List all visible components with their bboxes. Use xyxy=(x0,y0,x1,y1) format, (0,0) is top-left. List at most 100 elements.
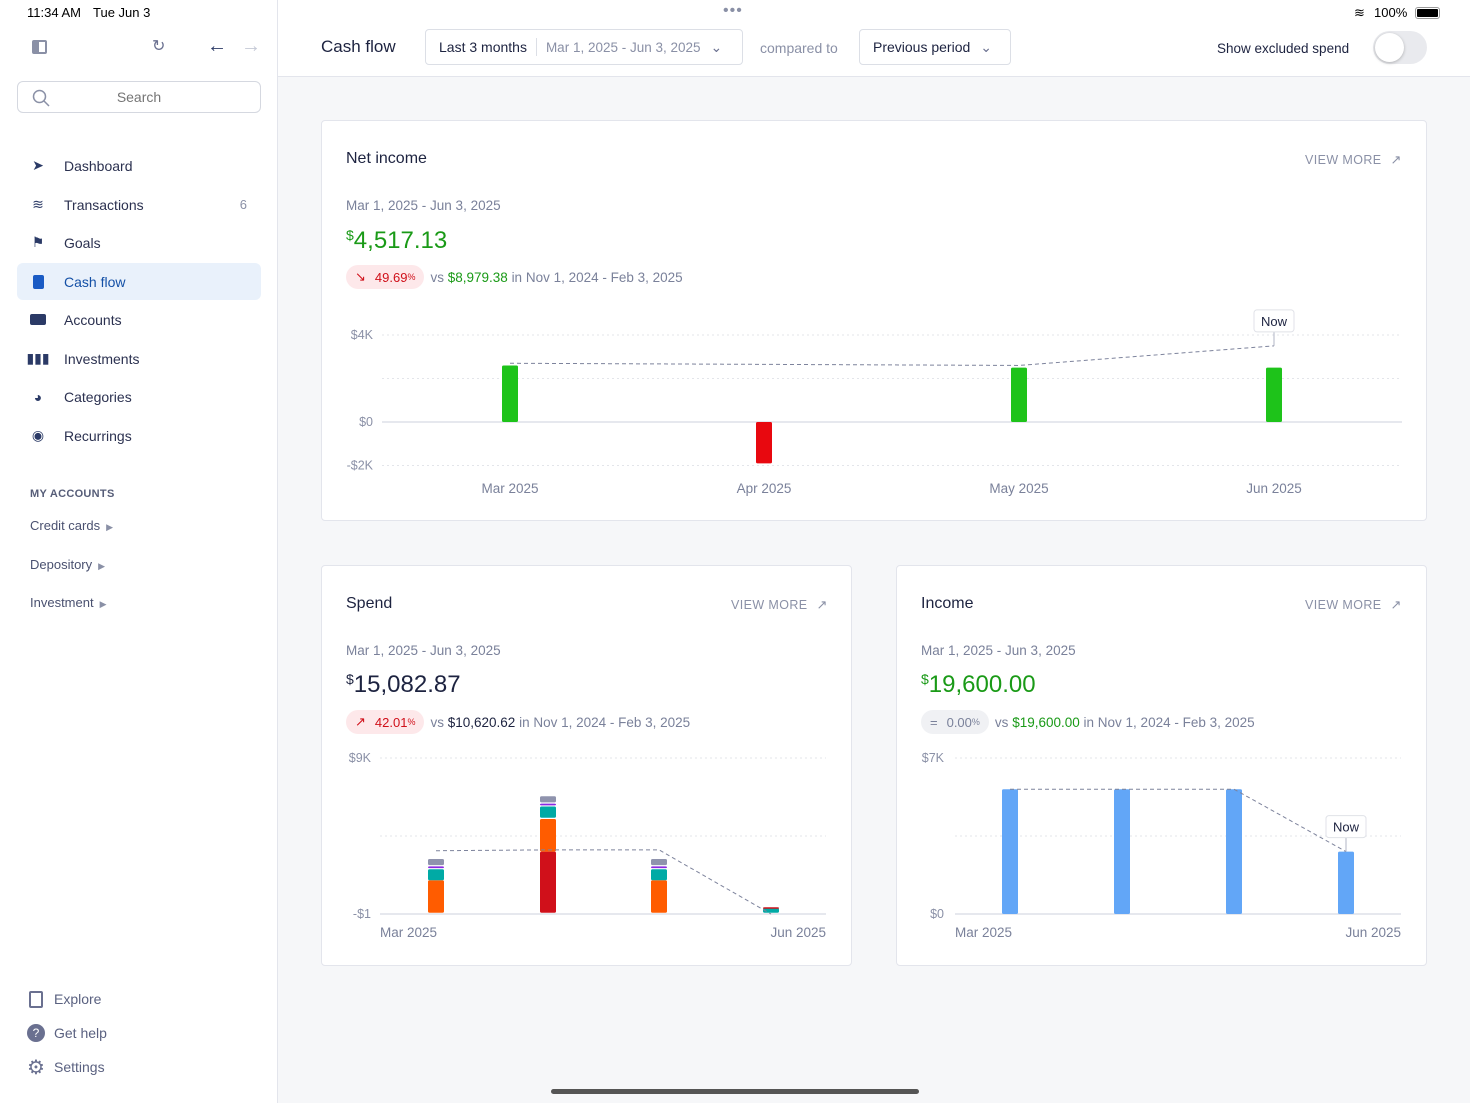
search-box[interactable] xyxy=(17,81,261,113)
vs-label: vs xyxy=(430,269,444,285)
comparison-dropdown[interactable]: Previous period ⌄ xyxy=(859,29,1011,65)
change-value: 42.01 xyxy=(374,714,408,730)
currency-symbol: $ xyxy=(921,671,929,687)
external-arrow-icon: ↗ xyxy=(1390,152,1402,167)
sidebar-item-goals[interactable]: ⚑ Goals xyxy=(17,224,261,261)
sidebar-item-recurrings[interactable]: ◉ Recurrings xyxy=(17,417,261,454)
back-arrow-icon[interactable]: ← xyxy=(207,35,227,57)
page-title: Cash flow xyxy=(321,37,396,56)
flag-icon: ⚑ xyxy=(31,234,45,250)
change-badge: ↘ 49.69% xyxy=(346,265,425,289)
credit-card-icon xyxy=(30,312,46,328)
income-comparison: = 0.00% vs $19,600.00 in Nov 1, 2024 - Fe… xyxy=(921,710,1255,734)
chevron-down-icon: ⌄ xyxy=(980,38,993,55)
forward-arrow-icon[interactable]: → xyxy=(241,35,261,57)
bar xyxy=(1266,367,1282,422)
bar xyxy=(1011,367,1027,422)
sidebar-item-label: Goals xyxy=(64,234,101,251)
net-income-range: Mar 1, 2025 - Jun 3, 2025 xyxy=(346,198,501,213)
y-tick-label: $0 xyxy=(359,415,373,429)
header: ••• ≋ 100% Cash flow Last 3 months Mar 1… xyxy=(278,0,1470,77)
previous-amount: $19,600.00 xyxy=(1012,714,1080,730)
x-tick-label: Jun 2025 xyxy=(1246,481,1302,496)
income-chart: $7K $0 Mar 2025 Jun 2025 Now xyxy=(922,751,1401,940)
trend-up-icon: ↗ xyxy=(355,714,366,729)
footer-explore[interactable]: Explore xyxy=(27,990,101,1008)
account-group-depository[interactable]: Depository ▶ xyxy=(30,557,105,572)
now-marker-box xyxy=(1253,309,1295,333)
expand-triangle-icon: ▶ xyxy=(106,522,113,532)
bar xyxy=(502,365,518,422)
spend-amount: $15,082.87 xyxy=(346,671,461,699)
amount-value: 19,600.00 xyxy=(928,671,1036,698)
footer-label: Explore xyxy=(54,991,102,1007)
view-more-label: VIEW MORE xyxy=(1305,153,1382,167)
bar xyxy=(1226,789,1242,914)
sidebar-item-label: Recurrings xyxy=(64,427,132,444)
change-badge: = 0.00% xyxy=(921,710,989,734)
status-date: Tue Jun 3 xyxy=(93,5,151,20)
bar-segment xyxy=(763,908,779,913)
bar-segment xyxy=(428,869,444,881)
footer-get-help[interactable]: ? Get help xyxy=(27,1024,107,1042)
currency-symbol: $ xyxy=(346,227,354,243)
transactions-count-badge: 6 xyxy=(239,197,247,212)
vs-label: vs xyxy=(430,714,444,730)
layers-icon: ≋ xyxy=(32,196,44,212)
expand-triangle-icon: ▶ xyxy=(98,561,106,571)
account-group-investment[interactable]: Investment ▶ xyxy=(30,595,107,610)
previous-range: in Nov 1, 2024 - Feb 3, 2025 xyxy=(511,269,683,285)
previous-amount: $10,620.62 xyxy=(447,714,516,730)
net-income-view-more-link[interactable]: VIEW MORE ↗ xyxy=(1305,152,1402,168)
spend-view-more-link[interactable]: VIEW MORE ↗ xyxy=(731,597,828,613)
footer-settings[interactable]: ⚙ Settings xyxy=(27,1057,105,1079)
x-tick-label: Mar 2025 xyxy=(955,925,1012,940)
bar xyxy=(1114,789,1130,914)
multitask-dots-icon[interactable]: ••• xyxy=(723,2,743,19)
help-icon: ? xyxy=(27,1024,45,1042)
sidebar-item-cash-flow[interactable]: Cash flow xyxy=(17,263,261,300)
change-value: 49.69 xyxy=(374,269,408,285)
y-tick-label: $4K xyxy=(351,328,374,342)
external-arrow-icon: ↗ xyxy=(816,597,828,612)
sidebar-item-dashboard[interactable]: ➤ Dashboard xyxy=(17,147,261,184)
amount-value: 15,082.87 xyxy=(353,671,461,698)
compared-to-label: compared to xyxy=(760,40,838,56)
vs-label: vs xyxy=(994,714,1009,730)
sidebar-item-label: Accounts xyxy=(64,311,122,328)
previous-amount: $8,979.38 xyxy=(447,269,508,285)
battery-icon xyxy=(1415,7,1440,19)
sidebar-item-investments[interactable]: ▮▮▮ Investments xyxy=(17,340,261,377)
sidebar-toggle-icon[interactable] xyxy=(32,40,47,54)
footer-label: Settings xyxy=(54,1059,105,1075)
sidebar-item-label: Dashboard xyxy=(64,157,133,174)
now-marker-label: Now xyxy=(1261,314,1288,329)
period-label: Last 3 months xyxy=(439,39,527,55)
home-indicator[interactable] xyxy=(551,1089,919,1094)
bar-segment xyxy=(540,806,556,818)
sidebar-item-accounts[interactable]: Accounts xyxy=(17,301,261,338)
bar-segment xyxy=(651,869,667,881)
net-income-title: Net income xyxy=(346,150,427,167)
refresh-icon[interactable]: ↻ xyxy=(152,38,166,55)
bar-segment xyxy=(651,866,667,869)
document-icon xyxy=(30,274,46,290)
status-time: 11:34 AM xyxy=(27,5,81,20)
search-input[interactable] xyxy=(18,82,260,112)
period-dropdown[interactable]: Last 3 months Mar 1, 2025 - Jun 3, 2025 … xyxy=(425,29,743,65)
spend-title: Spend xyxy=(346,595,393,612)
sidebar-item-transactions[interactable]: ≋ Transactions 6 xyxy=(17,186,261,223)
book-icon xyxy=(27,990,45,1008)
period-range: Mar 1, 2025 - Jun 3, 2025 xyxy=(545,39,701,55)
x-tick-label: May 2025 xyxy=(989,481,1048,496)
spend-range: Mar 1, 2025 - Jun 3, 2025 xyxy=(346,643,501,658)
account-group-credit-cards[interactable]: Credit cards ▶ xyxy=(30,518,113,533)
income-range: Mar 1, 2025 - Jun 3, 2025 xyxy=(921,643,1076,658)
income-view-more-link[interactable]: VIEW MORE ↗ xyxy=(1305,597,1402,613)
search-icon xyxy=(32,89,50,107)
account-group-label: Investment xyxy=(30,595,94,610)
show-excluded-spend-toggle[interactable] xyxy=(1373,31,1427,64)
bar-segment xyxy=(540,803,556,806)
sidebar-item-categories[interactable]: ◕ Categories xyxy=(17,378,261,415)
bar-segment xyxy=(428,866,444,869)
